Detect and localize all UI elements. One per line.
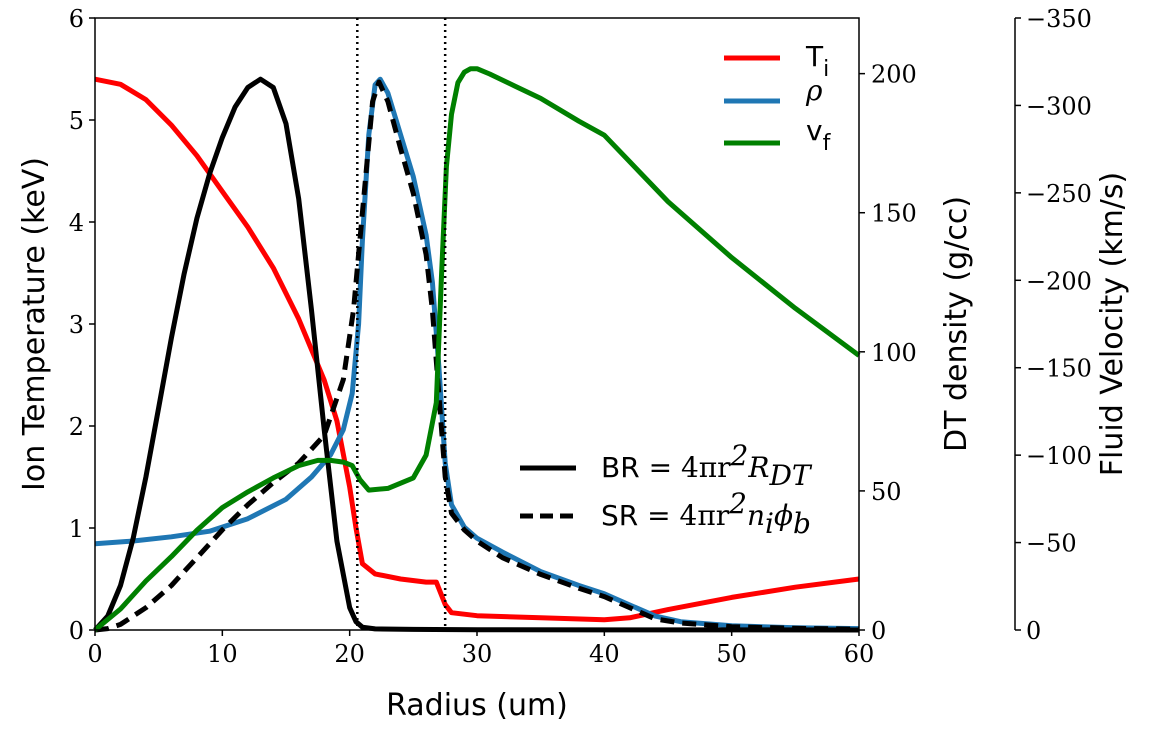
legend-bottom: BR = 4πr2RDT SR = 4πr2niϕb xyxy=(520,439,813,540)
legend-label-vf: vf xyxy=(806,114,832,156)
y-left-tick-label: 5 xyxy=(69,107,84,135)
y-right2-tick-label: 0 xyxy=(1026,617,1041,645)
legend-label-br: BR = 4πr2RDT xyxy=(601,439,813,492)
y-left-tick-label: 6 xyxy=(69,5,84,33)
legend-label-sr: SR = 4πr2niϕb xyxy=(601,487,811,540)
y-right2-tick-label: −250 xyxy=(1026,180,1092,208)
tick-labels: 0 10 20 30 40 50 6001234560501001502000−50−100… xyxy=(69,5,1092,668)
series-lines xyxy=(93,66,861,633)
y-left-tick-label: 3 xyxy=(69,311,84,339)
legend-label-rho: ρ xyxy=(805,74,823,107)
y-left-tick-label: 4 xyxy=(69,209,84,237)
series-line-br xyxy=(93,76,860,633)
legend-item-rho: ρ xyxy=(724,74,823,107)
legend-item-br: BR = 4πr2RDT xyxy=(520,439,813,492)
y-right1-tick-label: 200 xyxy=(871,61,917,89)
legend-item-vf: vf xyxy=(724,114,832,156)
y-right2-tick-label: −50 xyxy=(1026,530,1077,558)
y-axis-left-label: Ion Temperature (keV) xyxy=(17,157,52,491)
y-right2-tick-label: −300 xyxy=(1026,92,1092,120)
y-right1-tick-label: 50 xyxy=(871,478,902,506)
legend-item-sr: SR = 4πr2niϕb xyxy=(520,487,811,540)
series-line-sr xyxy=(94,79,860,633)
x-tick-label: 50 xyxy=(716,640,747,668)
y-left-tick-label: 2 xyxy=(69,413,84,441)
y-right2-tick-label: −100 xyxy=(1026,442,1092,470)
legend-label-ti: Ti xyxy=(805,40,829,82)
series-line-rho xyxy=(94,76,860,632)
y-right2-tick-label: −150 xyxy=(1026,355,1092,383)
x-tick-label: 20 xyxy=(334,640,365,668)
x-axis-label: Radius (um) xyxy=(386,688,568,723)
y-right2-tick-label: −350 xyxy=(1026,5,1092,33)
tick-marks xyxy=(89,17,1021,636)
series-line-v-f xyxy=(93,66,861,632)
x-tick-label: 30 xyxy=(462,640,493,668)
x-tick-label: 40 xyxy=(589,640,620,668)
y-left-tick-label: 1 xyxy=(69,515,84,543)
y-axis-right2-label: Fluid Velocity (km/s) xyxy=(1095,172,1130,476)
x-tick-label: 60 xyxy=(844,640,875,668)
legend-top: Ti ρ vf xyxy=(724,40,832,156)
y-right1-tick-label: 100 xyxy=(871,339,917,367)
y-axis-right1-label: DT density (g/cc) xyxy=(939,196,974,452)
y-left-tick-label: 0 xyxy=(69,617,84,645)
x-tick-label: 10 xyxy=(207,640,238,668)
reference-lines xyxy=(356,18,447,630)
legend-item-ti: Ti xyxy=(724,40,829,82)
y-right1-tick-label: 150 xyxy=(871,200,917,228)
x-tick-label: 0 xyxy=(87,640,102,668)
y-right1-tick-label: 0 xyxy=(871,617,886,645)
y-right2-tick-label: −200 xyxy=(1026,267,1092,295)
